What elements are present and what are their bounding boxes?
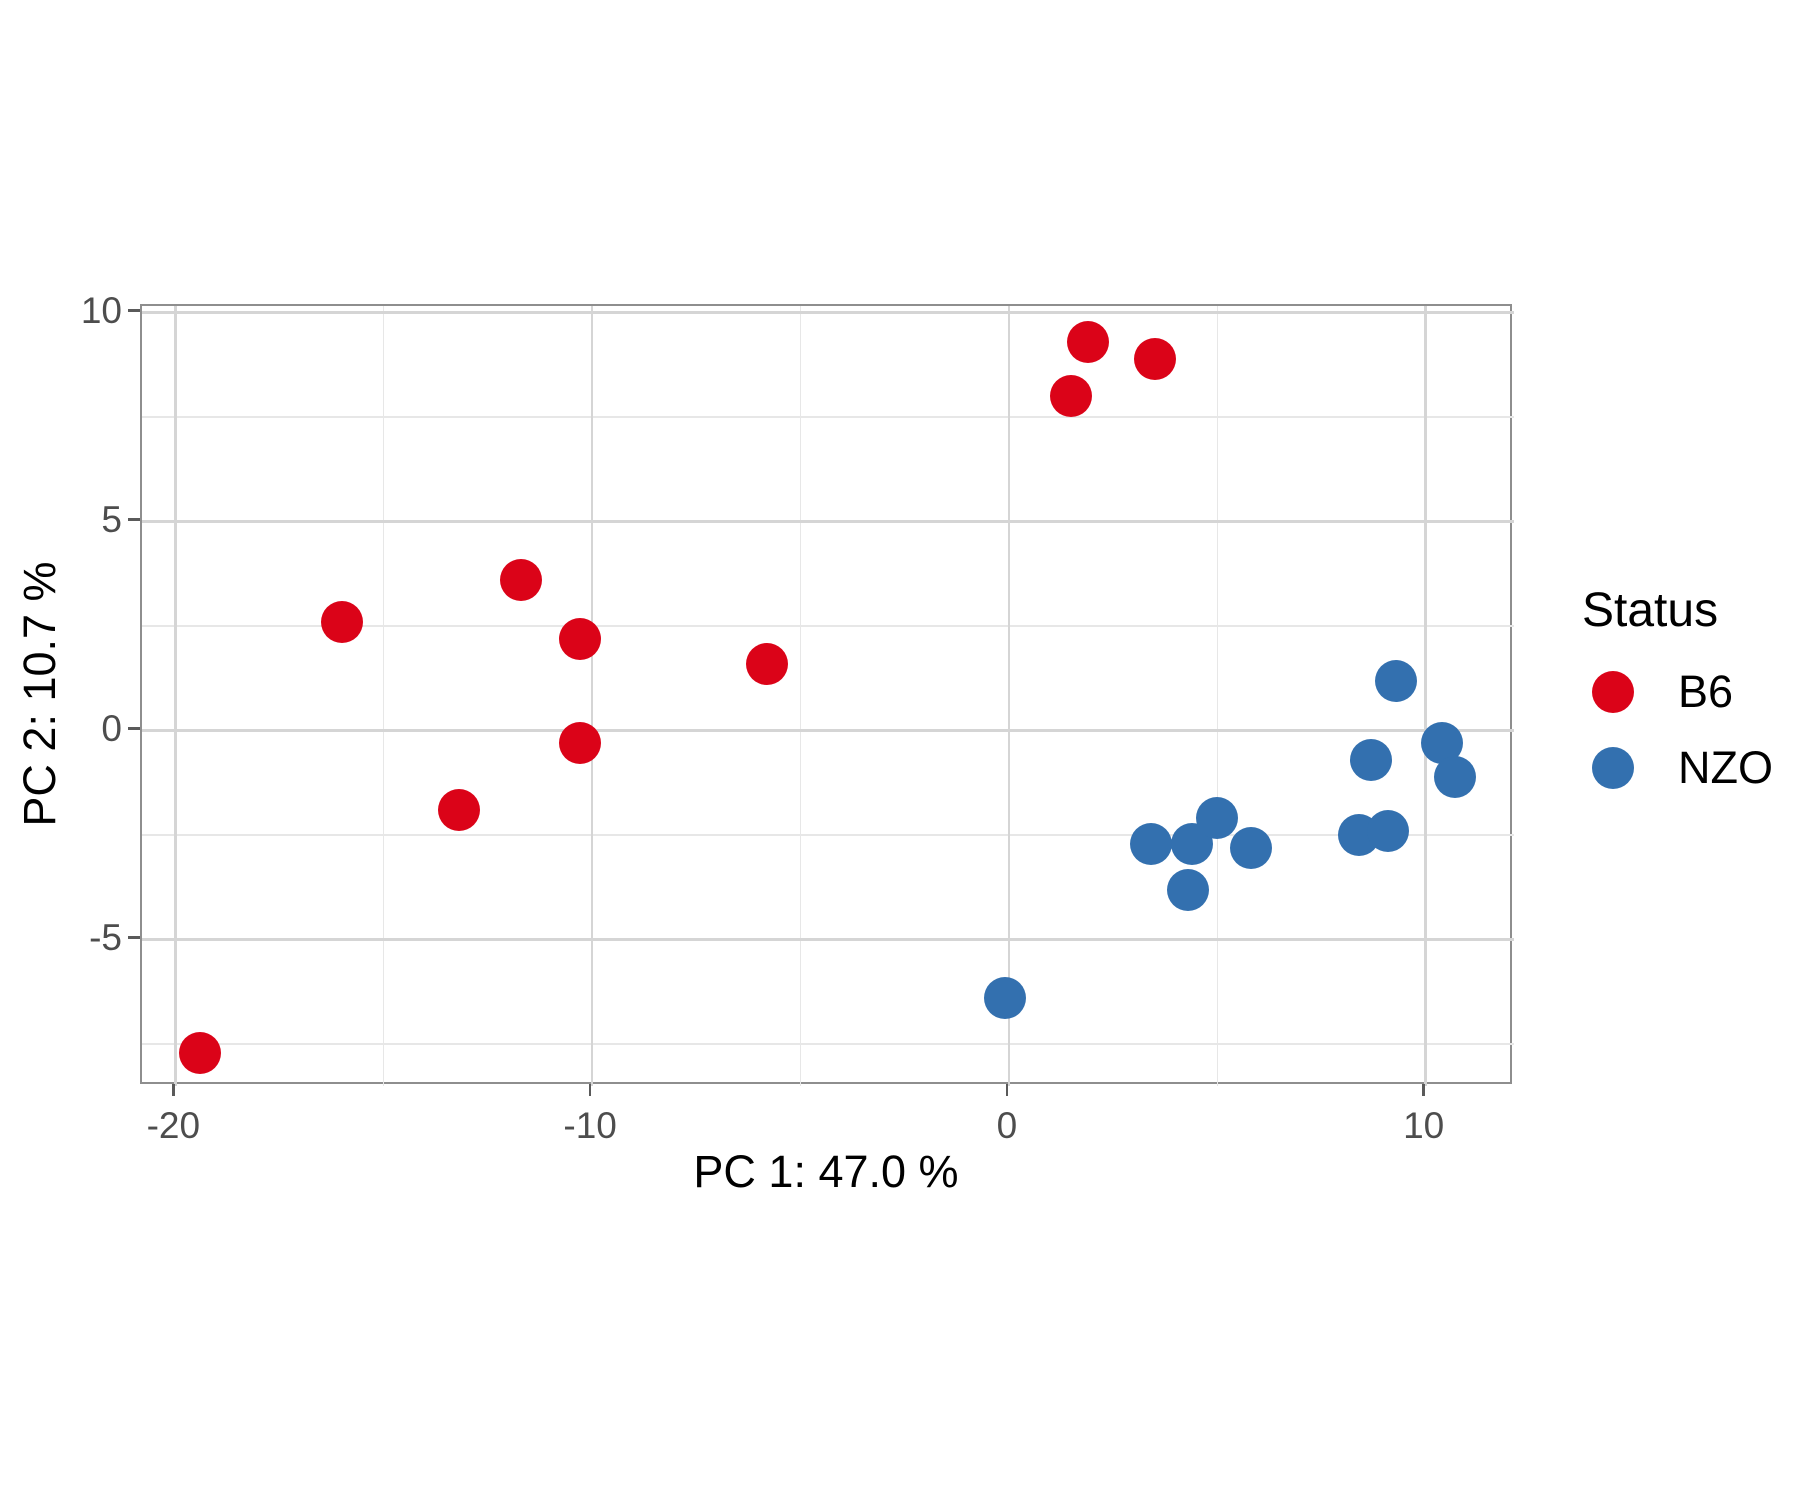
data-point-b6-2 bbox=[321, 601, 364, 643]
data-point-nzo-9 bbox=[1350, 738, 1393, 781]
data-point-b6-4 bbox=[500, 559, 543, 602]
plot-panel bbox=[140, 304, 1514, 1086]
gridline-y-minor-7.5 bbox=[142, 416, 1514, 418]
legend-item-b6: B6 bbox=[1582, 654, 1798, 730]
gridline-y-0 bbox=[142, 729, 1514, 732]
y-tick-mark-5 bbox=[128, 518, 140, 521]
legend-key-dot-b6 bbox=[1592, 671, 1634, 713]
y-tick-mark-10 bbox=[128, 309, 140, 312]
x-tick-mark-0 bbox=[1005, 1084, 1009, 1096]
x-tick-mark-10 bbox=[1422, 1084, 1425, 1096]
data-point-b6-1 bbox=[179, 1031, 222, 1074]
x-tick-label--20: -20 bbox=[146, 1105, 201, 1146]
x-tick-mark--10 bbox=[588, 1084, 592, 1096]
y-axis-title: PC 2: 10.7 % bbox=[14, 561, 65, 827]
data-point-nzo-10 bbox=[1375, 659, 1418, 702]
data-point-b6-8 bbox=[1050, 375, 1093, 418]
data-point-nzo-5 bbox=[1196, 797, 1239, 840]
y-tick-label-5: 5 bbox=[101, 498, 122, 540]
data-point-nzo-2 bbox=[1129, 822, 1172, 865]
gridline-x--10 bbox=[590, 306, 594, 1086]
gridline-x-minor--15 bbox=[382, 306, 385, 1086]
gridline-y-minor--2.5 bbox=[142, 834, 1514, 836]
gridline-x-minor-5 bbox=[1216, 306, 1218, 1086]
x-tick-label--10: -10 bbox=[563, 1105, 617, 1146]
data-point-b6-7 bbox=[746, 642, 789, 685]
gridline-y--5 bbox=[142, 938, 1514, 941]
x-axis-title: PC 1: 47.0 % bbox=[693, 1146, 959, 1197]
legend-items: B6 NZO bbox=[1582, 654, 1798, 806]
y-tick-mark--5 bbox=[128, 936, 140, 939]
data-point-b6-6 bbox=[558, 722, 601, 765]
x-tick-label-0: 0 bbox=[996, 1105, 1018, 1146]
data-point-b6-9 bbox=[1067, 320, 1110, 363]
gridline-y-5 bbox=[142, 520, 1514, 523]
data-point-nzo-12 bbox=[1433, 755, 1476, 798]
gridline-y-10 bbox=[142, 311, 1514, 314]
legend-title: Status bbox=[1582, 584, 1719, 637]
data-point-b6-5 bbox=[558, 617, 601, 660]
y-tick-mark-0 bbox=[128, 727, 140, 730]
legend-item-nzo: NZO bbox=[1582, 730, 1798, 806]
y-tick-label-10: 10 bbox=[80, 289, 122, 331]
gridline-x-0 bbox=[1007, 306, 1011, 1086]
x-tick-label-10: 10 bbox=[1403, 1105, 1445, 1146]
gridline-y-minor--7.5 bbox=[142, 1043, 1514, 1045]
gridline-y-minor-2.5 bbox=[142, 625, 1514, 627]
data-point-nzo-1 bbox=[983, 977, 1026, 1020]
x-tick-mark--20 bbox=[172, 1084, 175, 1096]
data-point-nzo-6 bbox=[1229, 826, 1272, 869]
gridline-x--20 bbox=[174, 306, 177, 1086]
y-tick-label--5: -5 bbox=[89, 916, 122, 958]
data-point-nzo-8 bbox=[1367, 810, 1410, 853]
y-tick-label-0: 0 bbox=[101, 707, 122, 749]
legend: Status B6 NZO bbox=[1582, 582, 1798, 806]
legend-label-nzo: NZO bbox=[1678, 742, 1773, 793]
data-point-nzo-3 bbox=[1167, 868, 1210, 911]
legend-key-dot-nzo bbox=[1592, 747, 1634, 789]
data-point-b6-10 bbox=[1133, 337, 1176, 380]
gridline-x-minor--5 bbox=[799, 306, 802, 1086]
legend-label-b6: B6 bbox=[1678, 666, 1734, 717]
data-point-b6-3 bbox=[437, 789, 480, 832]
gridline-x-10 bbox=[1424, 306, 1427, 1086]
